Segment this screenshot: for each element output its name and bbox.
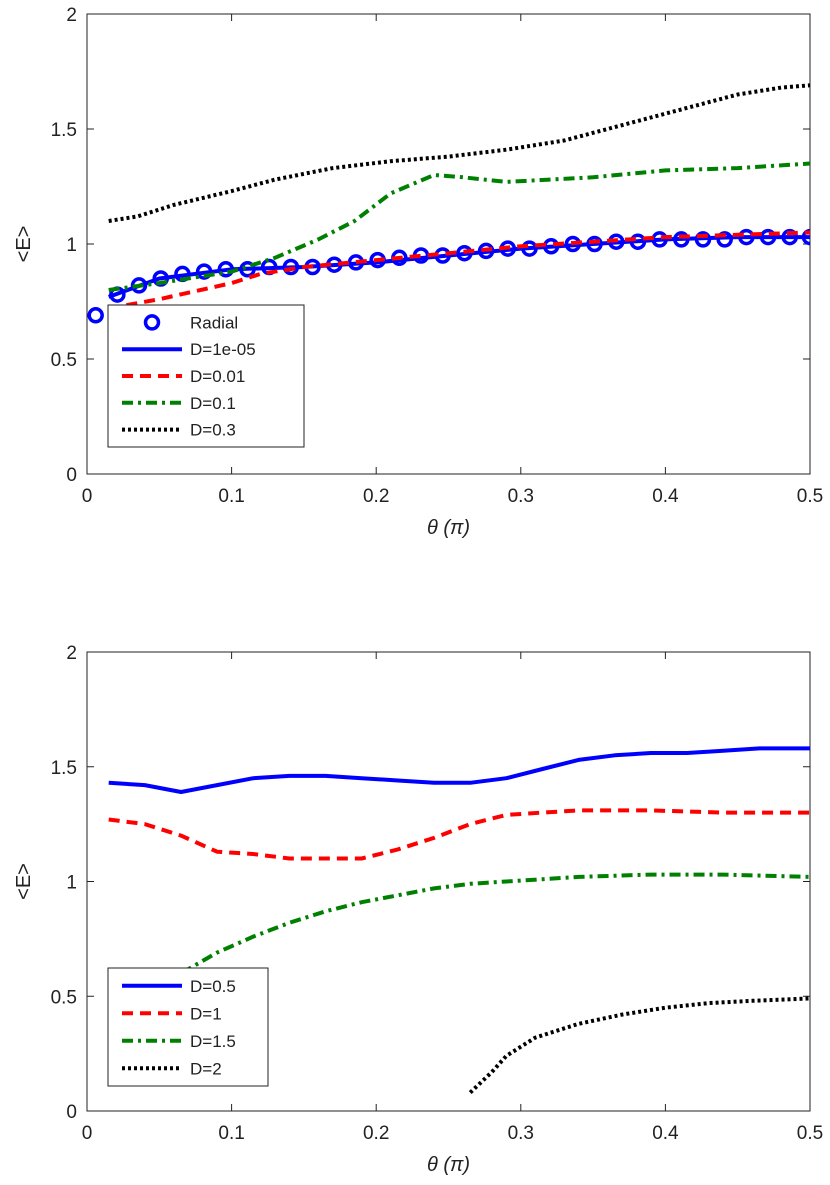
bottom-chart-panel: 0 0.1 0.2 0.3 0.4 0.500.511.52θ (π)<E>D=0.5D=… — [13, 643, 823, 1176]
bottom-y-tick-label: 2 — [66, 643, 77, 664]
top-y-tick-label: 0.5 — [51, 350, 77, 371]
top-legend: Radial D=1e-05 D=0.01 D=0.1 D=0.3 — [107, 304, 305, 448]
bottom-x-tick-label: 0.1 — [218, 1123, 244, 1144]
top-y-tick-label: 0 — [66, 465, 77, 486]
bottom-legend-label-d-0-5: D=0.5 — [190, 977, 236, 996]
bottom-x-tick-label: 0.2 — [363, 1123, 389, 1144]
top-x-tick-label: 0.3 — [508, 486, 534, 507]
top-x-axis-label: θ (π) — [427, 517, 470, 539]
bottom-legend: D=0.5 D=1 D=1.5 D=2 — [107, 967, 269, 1087]
bottom-y-tick-label: 0 — [66, 1102, 77, 1123]
top-plot-area — [87, 83, 810, 324]
bottom-x-tick-label: 0 — [82, 1123, 93, 1144]
bottom-series-d-2-line — [468, 996, 810, 1095]
top-x-tick-label: 0 — [82, 486, 93, 507]
top-x-tick-label: 0.2 — [363, 486, 389, 507]
top-x-tick-label: 0.1 — [218, 486, 244, 507]
top-series-d-1e-05-line — [108, 235, 810, 299]
bottom-series-d-0-5-line — [108, 746, 810, 794]
top-legend-label-d-1e-05: D=1e-05 — [190, 340, 256, 359]
top-legend-swatch-radial — [143, 314, 161, 331]
bottom-series-d-1-5-line — [107, 872, 810, 1037]
bottom-series-d-1-line — [108, 808, 810, 861]
top-legend-label-d-0-3: D=0.3 — [190, 421, 236, 440]
top-y-tick-label: 1.5 — [51, 120, 77, 141]
top-series-d-0-3-line — [108, 83, 810, 223]
top-x-tick-label: 0.5 — [797, 486, 823, 507]
top-series-d-0-01-line — [108, 230, 810, 311]
bottom-x-tick-label: 0.4 — [652, 1123, 679, 1144]
top-legend-label-d-0-01: D=0.01 — [190, 367, 245, 386]
bottom-x-tick-label: 0.3 — [508, 1123, 534, 1144]
bottom-x-axis-label: θ (π) — [427, 1154, 470, 1176]
top-legend-label-d-0-1: D=0.1 — [190, 394, 236, 413]
bottom-y-axis-label: <E> — [13, 863, 35, 900]
top-series-d-0-1-line — [108, 161, 810, 292]
top-series-radial-marker — [87, 307, 104, 324]
top-chart-panel: 0 0.1 0.2 0.3 0.4 0.5 0 0.5 1 1.5 2 θ (π) <E> Radial D… — [13, 5, 823, 539]
top-y-tick-label: 1 — [66, 235, 77, 256]
top-legend-label-radial: Radial — [190, 313, 238, 332]
bottom-y-tick-label: 1.5 — [51, 758, 77, 779]
bottom-plot-area — [107, 746, 810, 1095]
bottom-y-tick-label: 0.5 — [51, 987, 77, 1008]
bottom-legend-label-d-2: D=2 — [190, 1059, 222, 1078]
bottom-legend-label-d-1: D=1 — [190, 1004, 222, 1023]
top-y-axis-label: <E> — [13, 226, 35, 263]
bottom-legend-label-d-1-5: D=1.5 — [190, 1032, 236, 1051]
bottom-y-tick-label: 1 — [66, 873, 77, 894]
bottom-x-tick-label: 0.5 — [797, 1123, 823, 1144]
top-x-tick-label: 0.4 — [652, 486, 679, 507]
top-y-tick-label: 2 — [66, 5, 77, 26]
